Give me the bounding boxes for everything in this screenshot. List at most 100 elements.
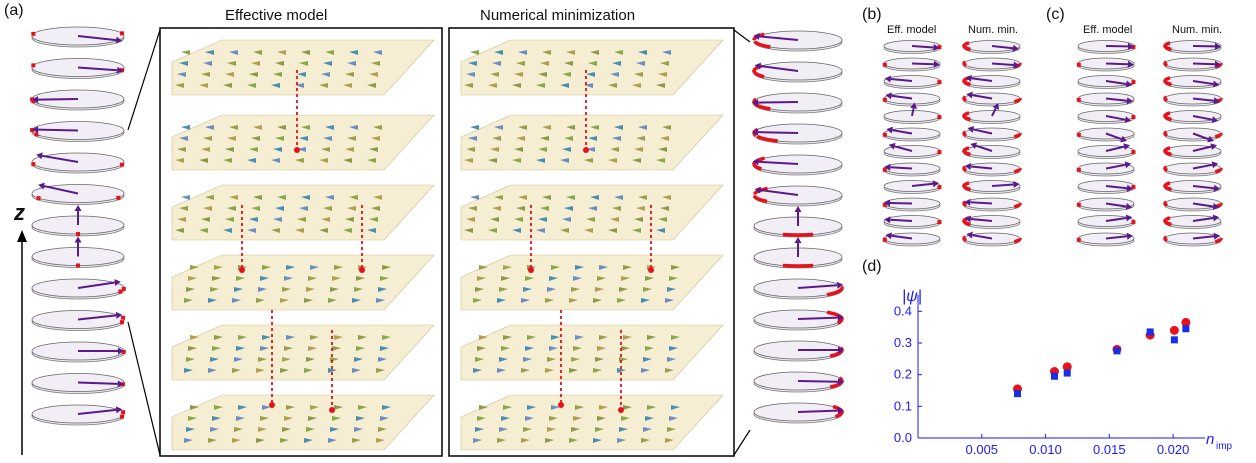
spin-marker bbox=[225, 147, 234, 152]
spin-marker bbox=[494, 195, 503, 200]
spin-disk bbox=[1163, 143, 1222, 159]
spin-disk bbox=[1163, 180, 1222, 194]
spin-marker bbox=[464, 83, 473, 88]
spin-marker bbox=[349, 125, 358, 130]
spin-marker bbox=[378, 357, 387, 362]
spin-marker bbox=[382, 335, 391, 340]
red-arc bbox=[756, 134, 778, 143]
spin-disk bbox=[753, 237, 843, 269]
spin-marker bbox=[249, 72, 258, 77]
spin-marker bbox=[514, 72, 523, 77]
spin-marker bbox=[514, 147, 523, 152]
spin-arrowhead bbox=[964, 163, 972, 171]
red-mark bbox=[1131, 150, 1136, 155]
spin-disk bbox=[1077, 75, 1136, 89]
spin-arrow bbox=[1105, 80, 1127, 85]
red-arc bbox=[1163, 200, 1169, 208]
red-arc bbox=[752, 194, 768, 204]
spin-marker bbox=[186, 427, 195, 432]
spin-marker bbox=[499, 357, 508, 362]
x-tick-label: 0.005 bbox=[966, 442, 999, 457]
spin-marker bbox=[236, 346, 245, 351]
spin-arrow bbox=[760, 65, 799, 72]
y-tick-label: 0.1 bbox=[894, 398, 912, 413]
spin-marker bbox=[475, 357, 484, 362]
spin-arrowhead bbox=[886, 126, 893, 134]
spin-marker bbox=[549, 346, 558, 351]
spin-disk bbox=[1076, 92, 1135, 107]
spin-marker bbox=[660, 136, 669, 141]
red-arc bbox=[962, 165, 968, 173]
spin-marker bbox=[669, 346, 678, 351]
spin-marker bbox=[301, 125, 310, 130]
spin-marker bbox=[525, 416, 534, 421]
spin-marker bbox=[501, 276, 510, 281]
spin-marker bbox=[297, 147, 306, 152]
red-arc bbox=[1163, 130, 1169, 138]
spin-marker bbox=[271, 158, 280, 163]
spin-marker bbox=[490, 147, 499, 152]
spin-marker bbox=[623, 335, 632, 340]
spin-arrow bbox=[1192, 185, 1215, 190]
spin-arrow bbox=[991, 183, 1014, 187]
spin-marker bbox=[299, 136, 308, 141]
spin-marker bbox=[201, 217, 210, 222]
spin-marker bbox=[658, 147, 667, 152]
spin-arrowhead bbox=[885, 92, 892, 100]
spin-marker bbox=[352, 368, 361, 373]
spin-marker bbox=[470, 50, 479, 55]
red-mark bbox=[882, 97, 887, 102]
spin-arrowhead bbox=[1125, 214, 1133, 222]
spin-marker bbox=[275, 136, 284, 141]
spin-marker bbox=[597, 276, 606, 281]
spin-layer bbox=[171, 184, 435, 241]
red-arc bbox=[1163, 41, 1171, 48]
spin-marker bbox=[571, 427, 580, 432]
panel-c-letter: (c) bbox=[1046, 6, 1065, 23]
spin-marker bbox=[525, 276, 534, 281]
spin-marker bbox=[212, 276, 221, 281]
spin-arrow bbox=[77, 66, 118, 72]
data-point-square bbox=[1146, 328, 1154, 336]
spin-arrowhead bbox=[1212, 80, 1220, 88]
spin-marker bbox=[236, 276, 245, 281]
spin-marker bbox=[354, 427, 363, 432]
spin-marker bbox=[253, 50, 262, 55]
spin-marker bbox=[352, 298, 361, 303]
spin-marker bbox=[492, 136, 501, 141]
spin-disk bbox=[30, 121, 125, 142]
red-mark bbox=[882, 62, 887, 67]
spin-disk bbox=[1076, 127, 1135, 143]
spin-arrow bbox=[1192, 62, 1215, 66]
spin-marker bbox=[238, 335, 247, 340]
spin-marker bbox=[273, 217, 282, 222]
spin-marker bbox=[619, 427, 628, 432]
spin-marker bbox=[229, 195, 238, 200]
spin-arrowhead bbox=[794, 237, 802, 244]
spin-marker bbox=[205, 50, 214, 55]
spin-disk bbox=[31, 205, 125, 237]
spin-arrowhead bbox=[1214, 42, 1221, 50]
spin-disk bbox=[962, 74, 1021, 89]
red-mark bbox=[1131, 115, 1136, 120]
red-mark bbox=[31, 63, 36, 68]
spin-marker bbox=[325, 125, 334, 130]
spin-arrowhead bbox=[1013, 61, 1020, 69]
red-mark bbox=[937, 185, 942, 190]
spin-marker bbox=[614, 50, 623, 55]
spin-marker bbox=[538, 217, 547, 222]
spin-marker bbox=[599, 405, 608, 410]
spin-arrowhead bbox=[115, 406, 123, 414]
spin-marker bbox=[319, 228, 328, 233]
spin-marker bbox=[208, 438, 217, 443]
spin-arrowhead bbox=[118, 347, 124, 355]
spin-marker bbox=[470, 195, 479, 200]
spin-marker bbox=[473, 368, 482, 373]
red-mark bbox=[882, 132, 887, 137]
spin-arrowhead bbox=[74, 236, 82, 243]
spin-arrow bbox=[1192, 202, 1214, 208]
spin-disk bbox=[882, 197, 941, 212]
spin-marker bbox=[521, 368, 530, 373]
spin-marker bbox=[184, 368, 193, 373]
